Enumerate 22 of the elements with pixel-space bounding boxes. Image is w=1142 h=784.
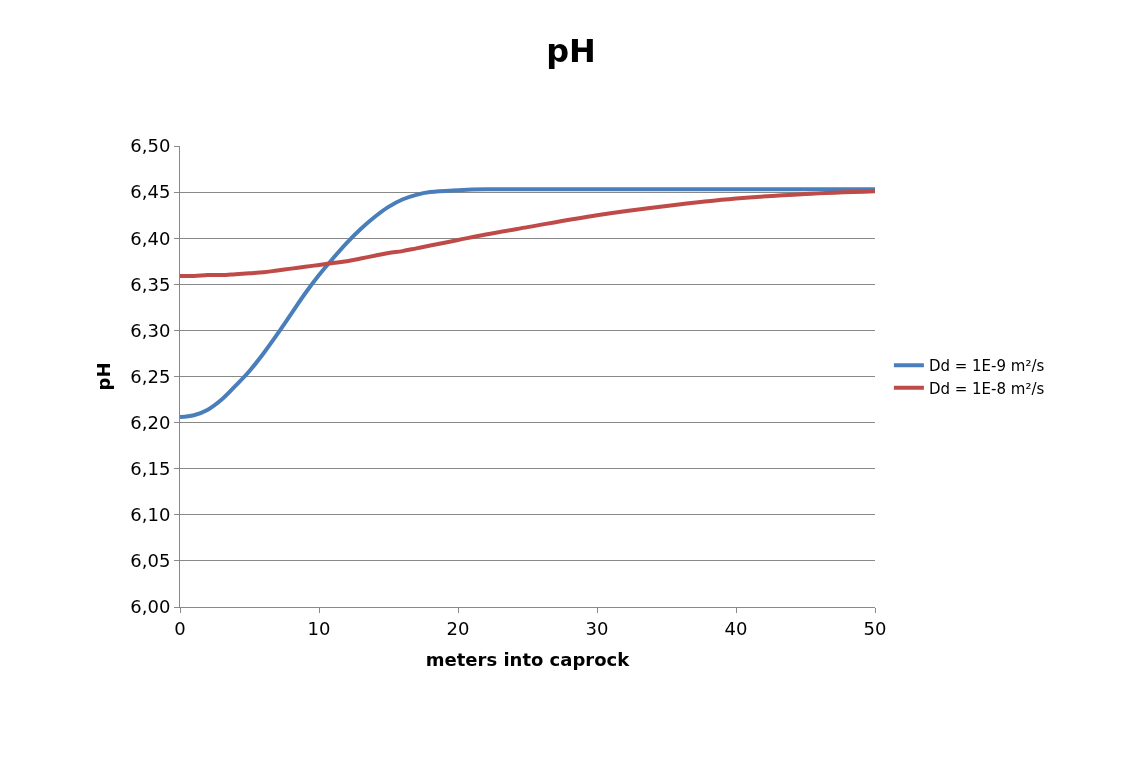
y-tick-label: 6,45 [130, 181, 171, 203]
chart-title: pH [546, 31, 596, 70]
y-tick-label: 6,20 [130, 411, 171, 433]
x-tick-label: 20 [446, 617, 470, 639]
legend-label: Dd = 1E-9 m²/s [928, 357, 1045, 376]
x-tick-label: 0 [174, 617, 186, 639]
y-tick-label: 6,40 [130, 227, 171, 249]
x-tick-label: 50 [863, 617, 887, 639]
legend-label: Dd = 1E-8 m²/s [928, 379, 1045, 398]
x-axis-title: meters into caprock [425, 648, 631, 670]
y-tick-label: 6,35 [130, 273, 171, 295]
x-tick-label: 40 [724, 617, 748, 639]
y-axis-title: pH [92, 362, 114, 391]
y-tick-label: 6,50 [130, 135, 171, 157]
y-tick-label: 6,10 [130, 504, 171, 526]
y-tick-label: 6,30 [130, 319, 171, 341]
y-tick-label: 6,05 [130, 550, 171, 572]
x-tick-label: 10 [307, 617, 331, 639]
y-tick-label: 6,15 [130, 458, 171, 479]
x-tick-label: 30 [585, 617, 609, 639]
y-tick-label: 6,00 [130, 596, 171, 618]
y-tick-label: 6,25 [130, 365, 171, 387]
